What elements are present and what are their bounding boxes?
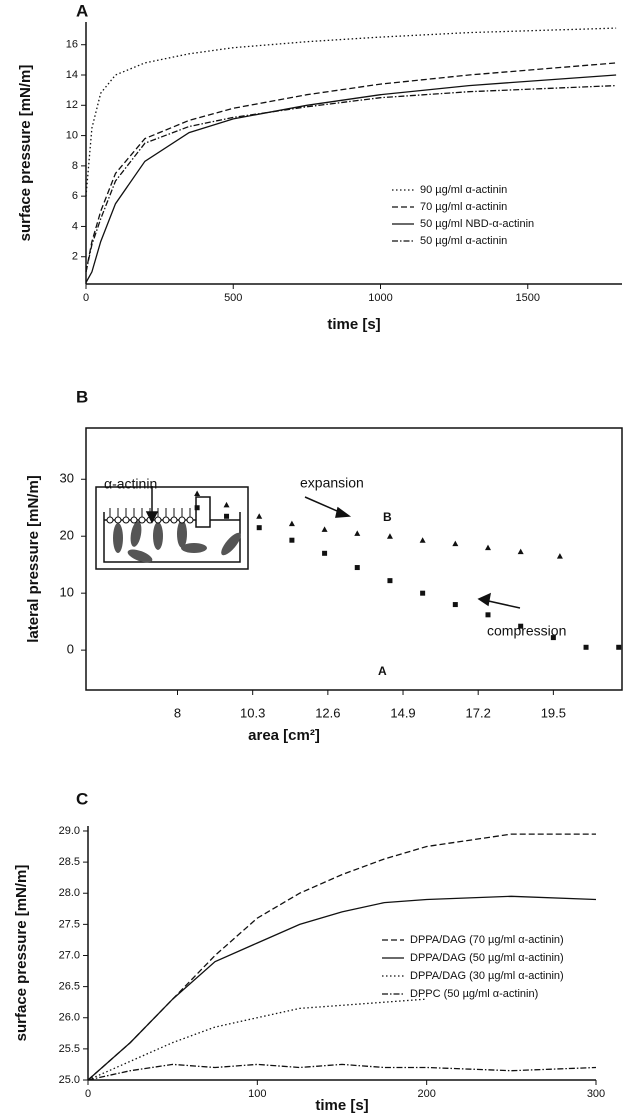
data-line (87, 1063, 597, 1081)
x-tick-label: 17.2 (466, 705, 491, 720)
point (550, 635, 556, 641)
point (224, 513, 230, 519)
point (223, 501, 230, 508)
y-axis-title: surface pressure [mN/m] (17, 65, 34, 242)
x-tick-label: 1500 (516, 292, 540, 304)
point (517, 548, 524, 555)
trough-inset (95, 486, 249, 570)
x-axis-title: time [s] (315, 1097, 368, 1114)
legend-label: 50 µg/ml NBD-α-actinin (420, 218, 534, 230)
annotation: compression (487, 623, 566, 639)
y-tick-label: 20 (60, 528, 74, 543)
y-tick-label: 12 (66, 99, 78, 111)
legend-label: DPPC (50 µg/ml α-actinin) (410, 988, 538, 1000)
x-tick-label: 100 (248, 1088, 266, 1100)
legend-label: DPPA/DAG (50 µg/ml α-actinin) (410, 952, 564, 964)
point (386, 533, 393, 539)
data-line (87, 895, 597, 1081)
y-axis-title: lateral pressure [mN/m] (25, 475, 42, 643)
point (256, 513, 263, 519)
point (616, 644, 622, 650)
panel-title: A (76, 1, 88, 20)
y-tick-label: 25.5 (59, 1043, 80, 1055)
y-tick-label: 29.0 (59, 825, 80, 837)
data-line (85, 84, 617, 273)
y-tick-label: 16 (66, 39, 78, 51)
y-tick-label: 10 (66, 129, 78, 141)
y-tick-label: 27.0 (59, 949, 80, 961)
legend-label: 70 µg/ml α-actinin (420, 201, 507, 213)
x-tick-label: 1000 (368, 292, 392, 304)
point (289, 537, 295, 543)
y-tick-label: 4 (72, 220, 78, 232)
point (387, 578, 393, 584)
y-tick-label: 6 (72, 190, 78, 202)
y-tick-label: 28.0 (59, 887, 80, 899)
point (485, 612, 491, 618)
x-axis-title: time [s] (327, 316, 380, 333)
x-tick-label: 500 (224, 292, 242, 304)
point (518, 623, 524, 629)
point (322, 550, 328, 556)
y-tick-label: 10 (60, 585, 74, 600)
legend-label: 50 µg/ml α-actinin (420, 235, 507, 247)
point (321, 526, 328, 532)
x-tick-label: 200 (417, 1088, 435, 1100)
legend-label: DPPA/DAG (70 µg/ml α-actinin) (410, 934, 564, 946)
point (194, 490, 201, 496)
point (354, 565, 360, 571)
y-tick-label: 2 (72, 251, 78, 263)
point (452, 602, 458, 608)
point (420, 590, 426, 596)
x-tick-label: 12.6 (315, 705, 340, 720)
data-line (87, 998, 427, 1081)
data-line (87, 833, 596, 1081)
x-axis-title: area [cm²] (248, 727, 320, 744)
x-tick-label: 19.5 (541, 705, 566, 720)
y-tick-label: 14 (66, 69, 78, 81)
x-tick-label: 8 (174, 705, 181, 720)
panel-title: B (76, 387, 88, 406)
point (194, 505, 200, 511)
annotation-arrows (145, 486, 521, 609)
y-axis-title: surface pressure [mN/m] (13, 865, 30, 1042)
y-tick-label: 8 (72, 160, 78, 172)
y-tick-label: 26.0 (59, 1012, 80, 1024)
panel-title: C (76, 789, 88, 808)
plot-frame (85, 427, 623, 691)
y-tick-label: 25.0 (59, 1074, 80, 1086)
x-tick-label: 300 (587, 1088, 605, 1100)
point (452, 540, 459, 547)
data-line (85, 27, 617, 197)
point (485, 544, 491, 551)
point (354, 530, 361, 536)
point (256, 525, 262, 531)
curve-label: A (378, 664, 387, 678)
y-tick-label: 28.5 (59, 856, 80, 868)
legend-label: 90 µg/ml α-actinin (420, 184, 507, 196)
data-line (85, 62, 617, 273)
legend-label: DPPA/DAG (30 µg/ml α-actinin) (410, 970, 564, 982)
point (583, 644, 589, 650)
data-line (85, 74, 617, 283)
curve-label: B (383, 510, 392, 524)
x-tick-label: 14.9 (390, 705, 415, 720)
point (556, 553, 563, 559)
annotation: α-actinin (104, 476, 157, 492)
y-tick-label: 27.5 (59, 918, 80, 930)
y-tick-label: 0 (67, 642, 74, 657)
y-tick-label: 30 (60, 471, 74, 486)
annotation: expansion (300, 475, 364, 491)
point (288, 520, 295, 527)
y-tick-label: 26.5 (59, 981, 80, 993)
point (419, 537, 426, 543)
x-tick-label: 0 (83, 292, 89, 304)
x-tick-label: 10.3 (240, 705, 265, 720)
x-tick-label: 0 (85, 1088, 91, 1100)
